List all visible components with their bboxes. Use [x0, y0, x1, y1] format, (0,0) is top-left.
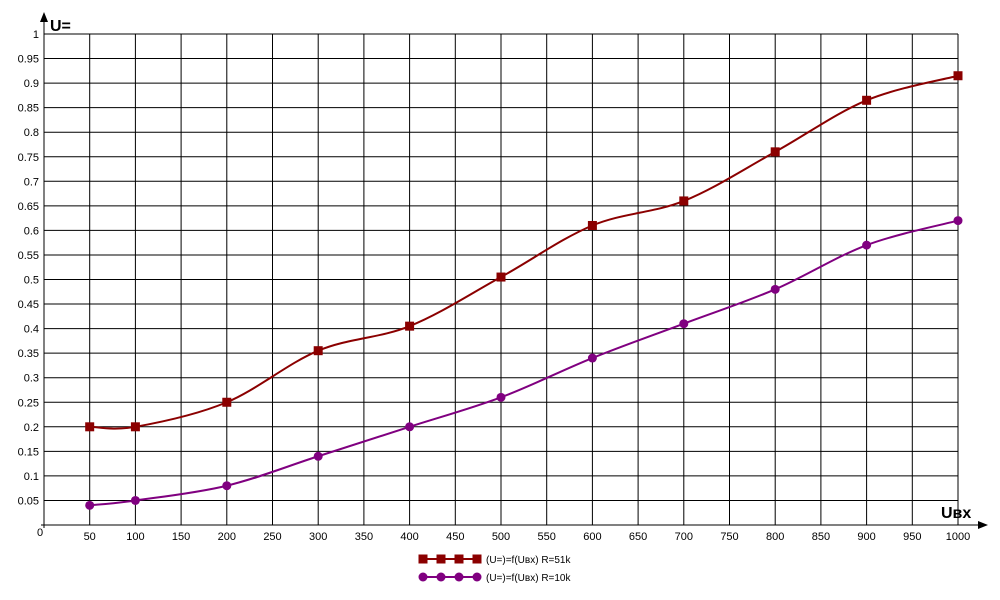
x-tick-label: 700 — [675, 531, 693, 543]
legend-item: (U=)=f(Uвх) R=51k — [418, 554, 571, 566]
data-point — [496, 392, 506, 402]
data-point — [130, 422, 140, 432]
data-point — [679, 196, 689, 206]
y-tick-label: 0.5 — [24, 275, 39, 287]
data-point — [587, 353, 597, 363]
y-tick-label: 0.45 — [18, 299, 39, 311]
data-point — [85, 500, 95, 510]
legend: (U=)=f(Uвх) R=51k (U=)=f(Uвх) R=10k — [418, 554, 571, 584]
y-tick-label: 0.6 — [24, 225, 39, 237]
y-tick-label: 0.65 — [18, 201, 39, 213]
legend-marker — [472, 554, 482, 564]
x-tick-label: 100 — [126, 531, 144, 543]
y-tick-label: 0.8 — [24, 127, 39, 139]
legend-marker — [418, 554, 428, 564]
data-point — [405, 422, 415, 432]
legend-marker — [436, 572, 446, 582]
x-tick-label: 550 — [538, 531, 556, 543]
series-1 — [85, 71, 963, 432]
data-point — [862, 95, 872, 105]
data-point — [85, 422, 95, 432]
y-tick-label: 0.55 — [18, 250, 39, 262]
series-line — [89, 74, 959, 430]
y-tick-label: 0.1 — [24, 471, 39, 483]
x-tick-label: 500 — [492, 531, 510, 543]
series-2 — [85, 216, 963, 510]
data-point — [953, 216, 963, 226]
y-tick-label: 0.95 — [18, 54, 39, 66]
legend-marker — [472, 572, 482, 582]
data-point — [587, 220, 597, 230]
y-tick-label: 0.15 — [18, 446, 39, 458]
series-layer — [85, 71, 963, 510]
y-axis-title: U= — [50, 18, 71, 35]
legend-item: (U=)=f(Uвх) R=10k — [418, 572, 571, 584]
x-axis-title: Uвх — [941, 505, 971, 522]
legend-marker — [454, 554, 464, 564]
data-point — [862, 240, 872, 250]
data-point — [953, 71, 963, 81]
grid — [44, 33, 959, 525]
y-tick-label: 0.7 — [24, 176, 39, 188]
data-point — [496, 272, 506, 282]
x-tick-label: 50 — [84, 531, 96, 543]
data-point — [405, 321, 415, 331]
x-tick-label: 900 — [857, 531, 875, 543]
x-tick-label: 350 — [355, 531, 373, 543]
x-tick-label: 950 — [903, 531, 921, 543]
x-tick-label: 800 — [766, 531, 784, 543]
y-tick-label: 0.25 — [18, 397, 39, 409]
y-tick-label: 0.2 — [24, 422, 39, 434]
x-axis-arrow — [978, 521, 988, 529]
data-point — [770, 147, 780, 157]
data-point — [222, 481, 232, 491]
data-point — [130, 495, 140, 505]
x-tick-label: 1000 — [946, 531, 970, 543]
x-tick-label: 850 — [812, 531, 830, 543]
y-tick-label: 1 — [33, 29, 39, 41]
data-point — [770, 284, 780, 294]
y-tick-label: 0.3 — [24, 373, 39, 385]
legend-label: (U=)=f(Uвх) R=10k — [486, 573, 571, 584]
series-line — [89, 219, 959, 507]
origin-label: 0 — [37, 527, 43, 539]
x-tick-label: 400 — [400, 531, 418, 543]
legend-label: (U=)=f(Uвх) R=51k — [486, 555, 571, 566]
x-tick-label: 600 — [583, 531, 601, 543]
y-tick-label: 0.05 — [18, 495, 39, 507]
y-tick-label: 0.9 — [24, 78, 39, 90]
y-tick-label: 0.85 — [18, 103, 39, 115]
x-tick-label: 150 — [172, 531, 190, 543]
data-point — [313, 451, 323, 461]
tick-labels: 50 100 150 200 250 300 350 400 450 500 550 600 650 70… — [18, 29, 971, 543]
x-tick-label: 650 — [629, 531, 647, 543]
x-tick-label: 300 — [309, 531, 327, 543]
legend-marker — [418, 572, 428, 582]
y-tick-label: 0.75 — [18, 152, 39, 164]
data-point — [313, 346, 323, 356]
data-point — [222, 397, 232, 407]
legend-marker — [436, 554, 446, 564]
x-tick-label: 450 — [446, 531, 464, 543]
axes — [40, 12, 988, 529]
data-point — [679, 319, 689, 329]
y-tick-label: 0.4 — [24, 324, 39, 336]
y-tick-label: 0.35 — [18, 348, 39, 360]
x-tick-label: 750 — [720, 531, 738, 543]
y-axis-arrow — [40, 12, 48, 22]
x-tick-label: 200 — [218, 531, 236, 543]
legend-marker — [454, 572, 464, 582]
x-tick-label: 250 — [263, 531, 281, 543]
